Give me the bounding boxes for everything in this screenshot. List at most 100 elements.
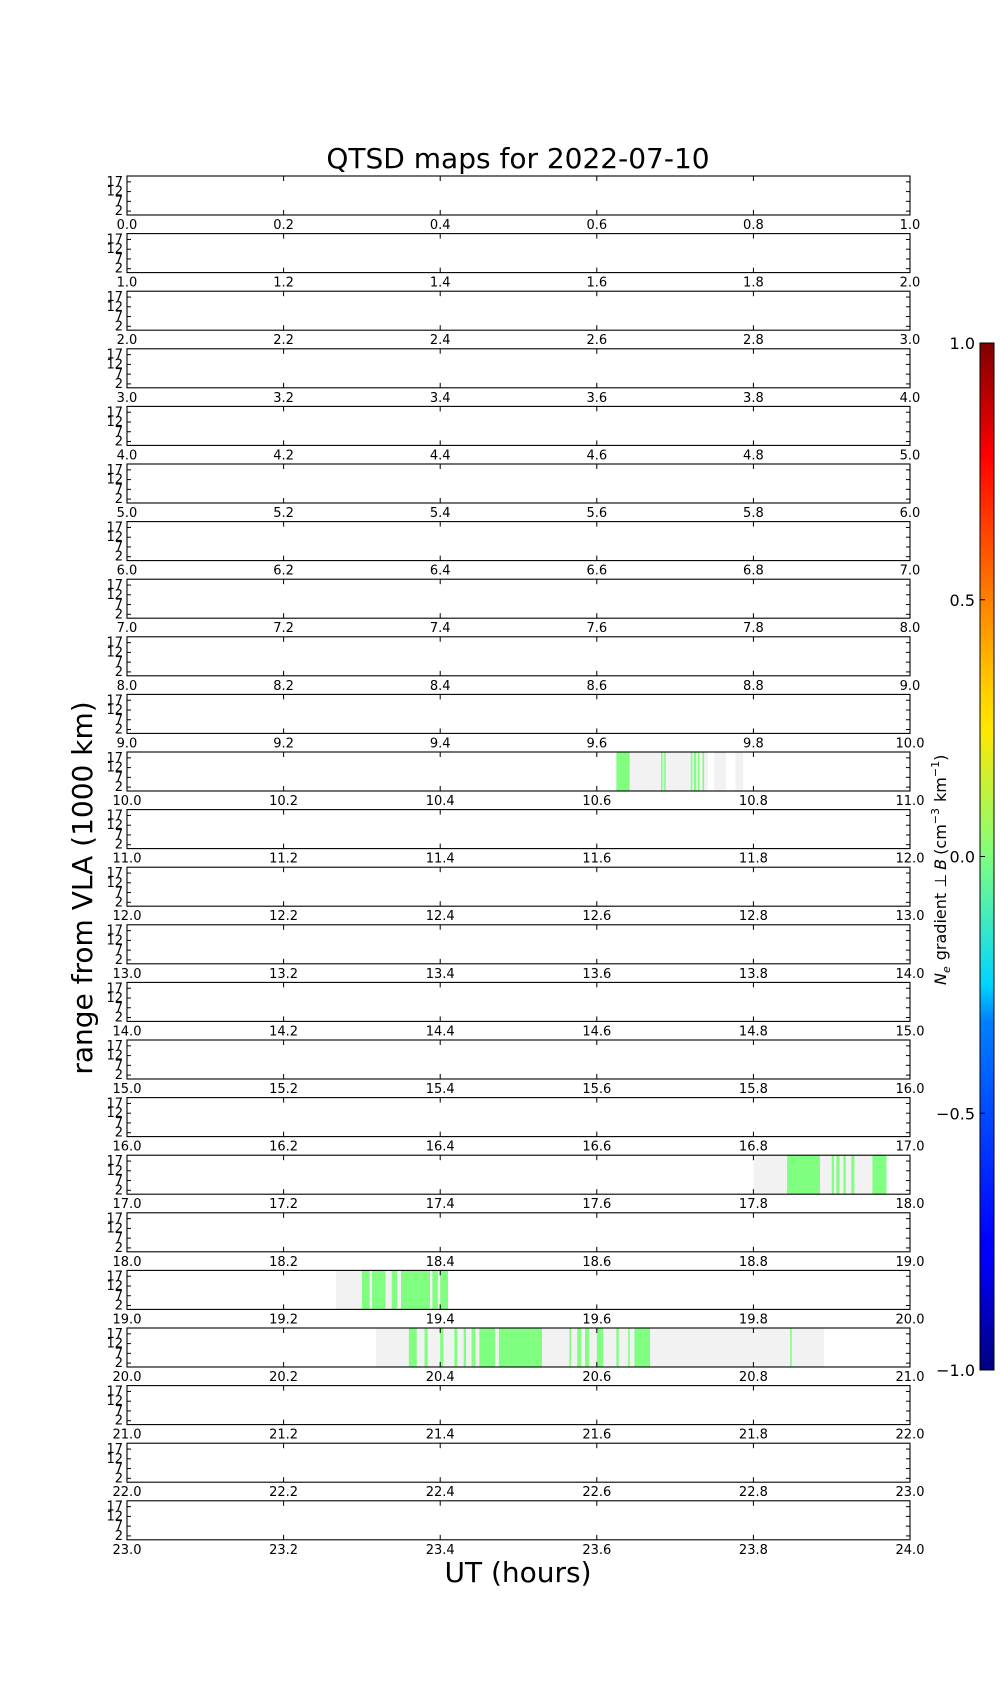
- x-tick-label: 17.0: [113, 1197, 142, 1212]
- panel-frame: [126, 1327, 911, 1368]
- x-tick-label: 20.0: [113, 1370, 142, 1385]
- x-tick-label: 11.0: [113, 852, 142, 867]
- y-tick-label: 12: [106, 933, 123, 948]
- x-tick-label: 19.8: [739, 1312, 768, 1327]
- x-tick-label: 23.2: [269, 1543, 298, 1558]
- y-tick-label: 17: [106, 578, 123, 593]
- x-tick-label: 0.0: [117, 218, 138, 233]
- data-segment: [702, 752, 705, 791]
- x-tick-label: 6.4: [430, 564, 451, 579]
- x-tick-label: 12.0: [113, 909, 142, 924]
- y-tick-label: 17: [106, 405, 123, 420]
- colorbar-tick-label: −1.0: [936, 1361, 975, 1380]
- x-tick-label: 2.4: [430, 333, 451, 348]
- panel-frame: [126, 348, 911, 389]
- x-tick-label: 15.4: [426, 1082, 455, 1097]
- data-segment: [577, 1328, 582, 1367]
- data-segment: [664, 752, 666, 791]
- y-tick-label: 7: [115, 310, 123, 325]
- x-tick-label: 1.0: [900, 218, 921, 233]
- y-tick-label: 7: [115, 655, 123, 670]
- y-tick-label: 17: [106, 348, 123, 363]
- x-tick-label: 10.4: [426, 794, 455, 809]
- colorbar-tick-label: −0.5: [936, 1104, 975, 1123]
- y-tick-label: 7: [115, 1174, 123, 1189]
- x-tick-label: 9.2: [273, 736, 294, 751]
- y-tick-label: 17: [106, 175, 123, 190]
- x-tick-label: 18.4: [426, 1255, 455, 1270]
- data-segment: [440, 1328, 444, 1367]
- x-tick-label: 17.4: [426, 1197, 455, 1212]
- y-tick-label: 7: [115, 713, 123, 728]
- panel-frame: [126, 636, 911, 677]
- x-tick-label: 7.2: [273, 621, 294, 636]
- x-tick-label: 11.6: [582, 852, 611, 867]
- y-tick-label: 2: [115, 1414, 123, 1429]
- y-tick-label: 17: [106, 1442, 123, 1457]
- panel-frame: [126, 809, 911, 850]
- data-segment: [787, 1155, 820, 1195]
- y-tick-label: 17: [106, 808, 123, 823]
- y-tick-label: 2: [115, 780, 123, 795]
- x-tick-label: 14.6: [582, 1024, 611, 1039]
- y-tick-label: 2: [115, 435, 123, 450]
- x-tick-label: 2.0: [900, 276, 921, 291]
- panel-frame: [126, 175, 911, 216]
- y-tick-label: 17: [106, 232, 123, 247]
- y-tick-label: 7: [115, 1116, 123, 1131]
- x-tick-label: 1.0: [117, 276, 138, 291]
- y-tick-label: 12: [106, 761, 123, 776]
- data-segment: [628, 1328, 630, 1367]
- x-tick-label: 22.2: [269, 1485, 298, 1500]
- x-tick-label: 11.8: [739, 852, 768, 867]
- y-tick-label: 12: [106, 473, 123, 488]
- x-tick-label: 2.6: [586, 333, 607, 348]
- y-tick-label: 7: [115, 540, 123, 555]
- y-tick-label: 2: [115, 1183, 123, 1198]
- x-tick-label: 15.2: [269, 1082, 298, 1097]
- x-tick-label: 3.0: [117, 391, 138, 406]
- y-tick-label: 2: [115, 838, 123, 853]
- panel-frame: [126, 1039, 911, 1080]
- data-segment: [432, 1270, 438, 1310]
- x-tick-label: 12.8: [739, 909, 768, 924]
- y-tick-label: 7: [115, 1462, 123, 1477]
- x-tick-label: 23.8: [739, 1543, 768, 1558]
- x-tick-label: 11.4: [426, 852, 455, 867]
- data-segment: [361, 1270, 370, 1310]
- panel-frame: [126, 1385, 911, 1426]
- y-tick-label: 12: [106, 588, 123, 603]
- y-tick-label: 2: [115, 377, 123, 392]
- y-tick-label: 12: [106, 818, 123, 833]
- y-tick-label: 2: [115, 1126, 123, 1141]
- data-segment: [661, 752, 663, 791]
- x-tick-label: 3.6: [586, 391, 607, 406]
- x-tick-label: 5.0: [900, 448, 921, 463]
- x-tick-label: 6.0: [900, 506, 921, 521]
- x-tick-label: 22.4: [426, 1485, 455, 1500]
- x-tick-label: 3.8: [743, 391, 764, 406]
- panel-frame: [126, 578, 911, 619]
- x-tick-label: 22.0: [113, 1485, 142, 1500]
- x-tick-label: 9.4: [430, 736, 451, 751]
- x-tick-label: 15.6: [582, 1082, 611, 1097]
- x-tick-label: 9.6: [586, 736, 607, 751]
- data-segment: [479, 1328, 496, 1367]
- x-tick-label: 13.0: [896, 909, 925, 924]
- panel-frame: [126, 1269, 911, 1310]
- y-tick-label: 17: [106, 1500, 123, 1515]
- x-tick-label: 13.4: [426, 967, 455, 982]
- y-tick-label: 17: [106, 981, 123, 996]
- y-tick-label: 12: [106, 1164, 123, 1179]
